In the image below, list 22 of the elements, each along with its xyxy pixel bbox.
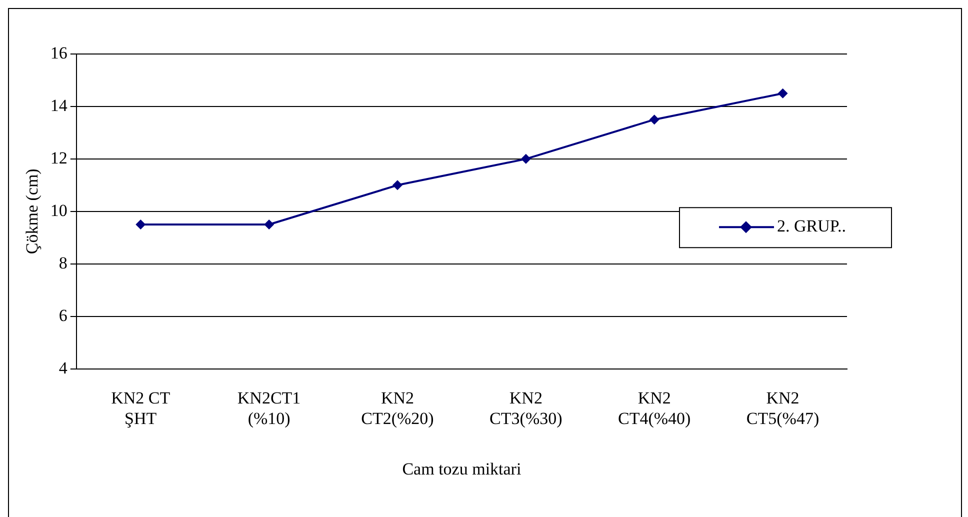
- x-tick-label: KN2 CT5(%47): [746, 388, 820, 428]
- y-tick-label: 6: [58, 306, 68, 325]
- x-tick-label: KN2 CT4(%40): [618, 388, 691, 428]
- y-tick-label: 10: [50, 200, 68, 220]
- point: [392, 180, 402, 190]
- x-tick-label: KN2 CT3(%30): [490, 388, 562, 428]
- y-tick-label: 12: [50, 148, 68, 168]
- y-tick-label: 4: [58, 358, 68, 378]
- point: [778, 88, 788, 98]
- y-tick-label: 14: [50, 96, 68, 115]
- x-tick-label: KN2CT1 (%10): [237, 388, 301, 428]
- x-tick-label: KN2 CT2(%20): [361, 388, 434, 428]
- point: [520, 154, 531, 164]
- legend-label: 2. GRUP..: [777, 216, 846, 236]
- point: [649, 114, 660, 125]
- x-tick-label: KN2 CT ŞHT: [111, 388, 171, 428]
- y-tick-label: 8: [58, 253, 68, 272]
- y-axis-title: Çökme (cm): [22, 168, 42, 254]
- point: [264, 220, 274, 230]
- x-axis-title: Cam tozu miktari: [402, 459, 522, 478]
- y-tick-label: 16: [50, 43, 68, 62]
- point: [136, 220, 146, 230]
